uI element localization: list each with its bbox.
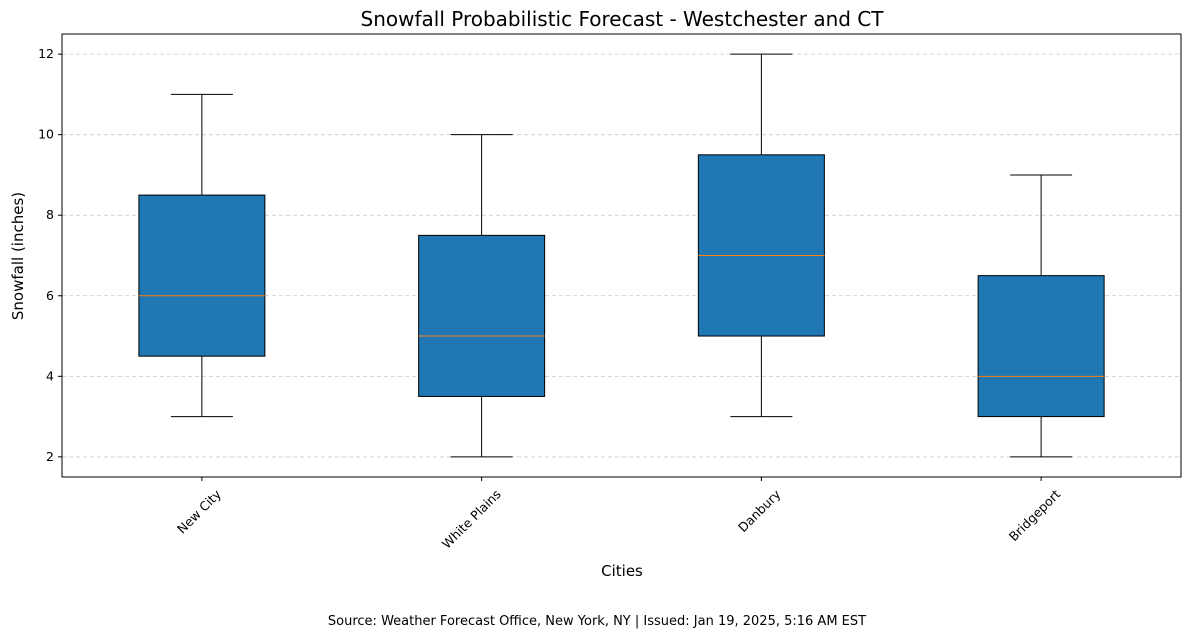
source-note: Source: Weather Forecast Office, New Yor…	[328, 614, 866, 629]
y-tick-label: 12	[38, 46, 54, 61]
box-1	[418, 134, 546, 458]
x-axis-label: Cities	[601, 562, 643, 580]
x-axis: New City White Plains Danbury Bridgeport	[174, 477, 1063, 552]
box-2	[697, 53, 825, 418]
y-tick-label: 8	[46, 207, 54, 222]
boxes-layer	[138, 53, 1105, 458]
iqr-box	[138, 194, 266, 357]
y-tick-label: 10	[38, 127, 54, 142]
chart-title: Snowfall Probabilistic Forecast - Westch…	[361, 7, 885, 31]
iqr-box	[418, 234, 546, 397]
y-axis-label: Snowfall (inches)	[9, 192, 27, 320]
box-0	[138, 93, 266, 418]
iqr-box	[697, 154, 825, 337]
y-axis: 2 4 6 8 10 12	[38, 46, 62, 464]
plot-frame	[61, 33, 1182, 478]
x-tick-label: New City	[174, 486, 224, 536]
y-tick-label: 2	[46, 449, 54, 464]
x-tick-label: White Plains	[439, 487, 504, 552]
iqr-box	[977, 275, 1105, 418]
y-tick-label: 6	[46, 288, 54, 303]
box-3	[977, 174, 1105, 458]
x-tick-label: Danbury	[735, 486, 784, 535]
y-tick-label: 4	[46, 368, 54, 383]
x-tick-label: Bridgeport	[1006, 486, 1064, 544]
